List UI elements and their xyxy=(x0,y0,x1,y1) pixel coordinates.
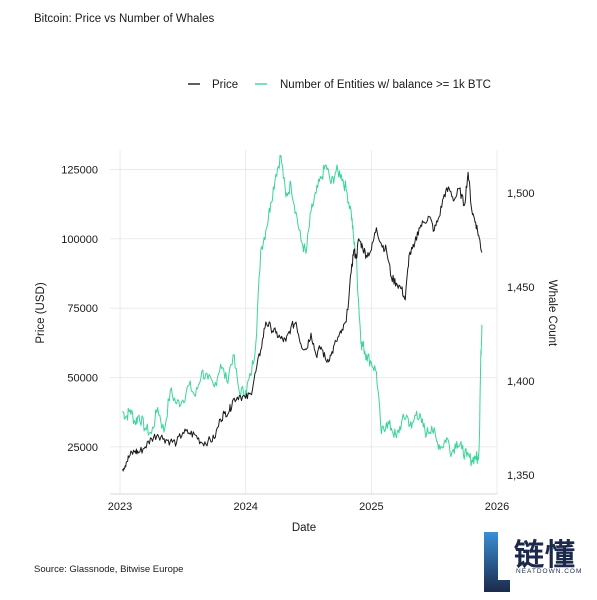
y-tick-label: 125000 xyxy=(61,164,98,176)
source-note: Source: Glassnode, Bitwise Europe xyxy=(34,564,184,575)
grid-lines xyxy=(110,150,498,494)
logo-mark-icon xyxy=(484,532,510,592)
y-tick-label: 25000 xyxy=(67,442,98,454)
y2-tick-label: 1,400 xyxy=(507,376,535,388)
x-tick-label: 2023 xyxy=(108,501,132,513)
chart-title: Bitcoin: Price vs Number of Whales xyxy=(34,13,215,25)
y2-tick-label: 1,500 xyxy=(507,188,535,200)
x-axis-label: Date xyxy=(292,522,316,534)
y2-tick-label: 1,350 xyxy=(507,470,535,482)
y-tick-label: 50000 xyxy=(67,372,98,384)
series-whales-line xyxy=(122,154,483,467)
y-tick-label: 100000 xyxy=(61,234,98,246)
neatdown-logo xyxy=(480,528,592,596)
x-tick-label: 2026 xyxy=(485,501,509,513)
logo-text: 链懂 xyxy=(514,538,576,573)
legend-whales-label: Number of Entities w/ balance >= 1k BTC xyxy=(280,79,491,91)
whales-line xyxy=(122,154,483,467)
y-axis-label: Price (USD) xyxy=(35,282,47,344)
x-tick-label: 2024 xyxy=(233,501,257,513)
logo-url: NEATDOWN.COM xyxy=(516,568,583,575)
legend-price-label: Price xyxy=(212,79,238,91)
price-line xyxy=(122,171,483,472)
x-tick-label: 2025 xyxy=(359,501,383,513)
y2-axis-label: Whale Count xyxy=(546,280,558,347)
y-tick-label: 75000 xyxy=(67,303,98,315)
y2-tick-label: 1,450 xyxy=(507,282,535,294)
legend: Price Number of Entities w/ balance >= 1… xyxy=(188,79,491,91)
series-price-line xyxy=(122,171,483,472)
tick-labels: 2023 2024 2025 2026 25000 50000 75000 100000 125… xyxy=(61,164,534,513)
